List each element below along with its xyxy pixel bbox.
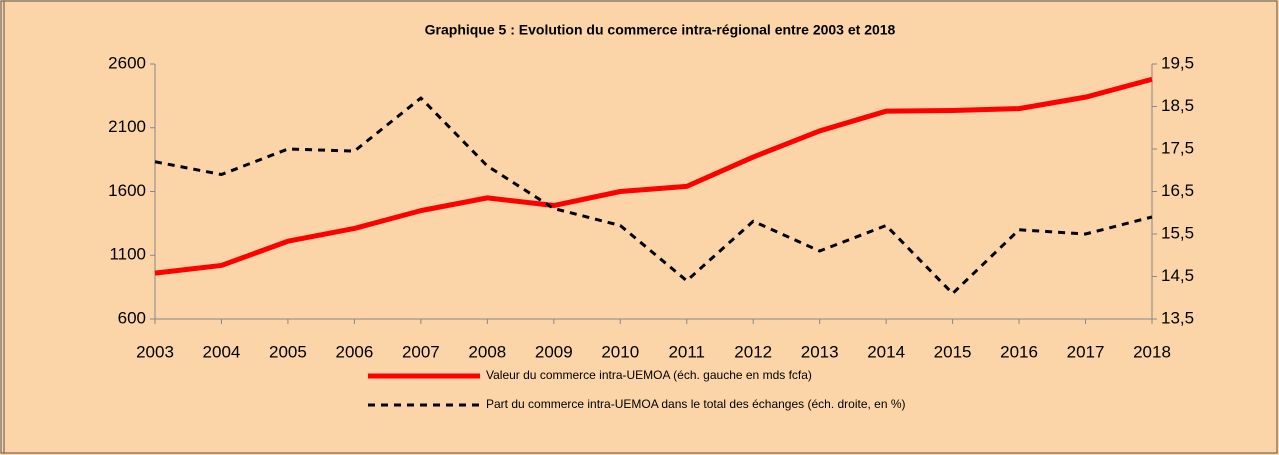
x-tick-label: 2015 [934,342,972,361]
y2-tick-label: 13,5 [1161,308,1194,327]
x-tick-label: 2004 [203,342,241,361]
x-tick-label: 2006 [335,342,373,361]
x-tick-label: 2018 [1133,342,1171,361]
y2-tick-label: 18,5 [1161,96,1194,115]
y-tick-label: 2600 [108,53,146,72]
y-tick-label: 1100 [109,245,146,264]
x-tick-label: 2013 [801,342,839,361]
x-tick-label: 2009 [535,342,573,361]
y-tick-label: 600 [118,308,146,327]
x-tick-label: 2017 [1067,342,1105,361]
x-tick-label: 2008 [468,342,506,361]
x-tick-label: 2005 [269,342,307,361]
x-tick-label: 2011 [668,342,705,361]
x-tick-label: 2014 [867,342,905,361]
y2-tick-label: 16,5 [1161,181,1194,200]
y2-tick-label: 17,5 [1161,138,1194,157]
y2-tick-label: 14,5 [1161,266,1194,285]
series-line [154,96,1153,295]
series-line [154,76,1153,276]
legend-label: Part du commerce intra-UEMOA dans le tot… [486,397,906,411]
x-tick-label: 2007 [402,342,440,361]
y2-tick-label: 19,5 [1161,53,1194,72]
legend-label: Valeur du commerce intra-UEMOA (éch. gau… [486,368,812,382]
x-tick-label: 2016 [1000,342,1038,361]
y-tick-label: 2100 [108,117,146,136]
chart-title: Graphique 5 : Evolution du commerce intr… [425,22,896,38]
x-tick-label: 2003 [136,342,174,361]
x-tick-label: 2010 [601,342,639,361]
y2-tick-label: 15,5 [1161,223,1194,242]
y-tick-label: 1600 [108,181,146,200]
x-tick-label: 2012 [734,342,772,361]
